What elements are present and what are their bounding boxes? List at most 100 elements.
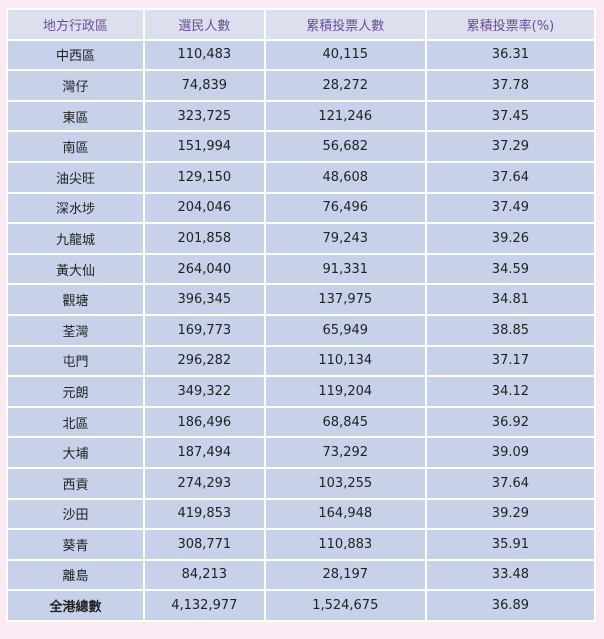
turnout-rate: 34.81 [426, 285, 594, 314]
registered-voters: 129,150 [144, 162, 264, 192]
table-row: 油尖旺 129,150 48,608 37.64 [8, 162, 594, 192]
voter-turnout-table: 地方行政區 選民人數 累積投票人數 累積投票率(%) 中西區 110,483 4… [6, 8, 596, 622]
registered-voters: 151,994 [144, 132, 264, 161]
registered-voters: 264,040 [144, 254, 264, 284]
district-name: 深水埗 [8, 193, 143, 223]
turnout-rate: 37.64 [426, 468, 594, 498]
cumulative-voters: 73,292 [265, 438, 425, 467]
table-header-row: 地方行政區 選民人數 累積投票人數 累積投票率(%) [8, 10, 594, 39]
registered-voters: 323,725 [144, 101, 264, 131]
cumulative-voters: 110,883 [265, 530, 425, 559]
registered-voters: 201,858 [144, 224, 264, 253]
registered-voters: 187,494 [144, 438, 264, 467]
district-name: 油尖旺 [8, 162, 143, 192]
cumulative-voters: 119,204 [265, 377, 425, 406]
table-row: 沙田 419,853 164,948 39.29 [8, 499, 594, 529]
table-row: 元朗 349,322 119,204 34.12 [8, 377, 594, 406]
district-name: 大埔 [8, 438, 143, 467]
turnout-rate: 37.45 [426, 101, 594, 131]
cumulative-voters: 121,246 [265, 101, 425, 131]
cumulative-voters: 164,948 [265, 499, 425, 529]
turnout-rate: 37.49 [426, 193, 594, 223]
district-name: 北區 [8, 407, 143, 437]
total-label: 全港總數 [8, 591, 143, 620]
registered-voters: 110,483 [144, 40, 264, 70]
registered-voters: 308,771 [144, 530, 264, 559]
total-registered-voters: 4,132,977 [144, 591, 264, 620]
turnout-rate: 37.78 [426, 71, 594, 100]
registered-voters: 204,046 [144, 193, 264, 223]
district-name: 南區 [8, 132, 143, 161]
registered-voters: 84,213 [144, 560, 264, 590]
registered-voters: 419,853 [144, 499, 264, 529]
header-turnout-rate: 累積投票率(%) [426, 10, 594, 39]
table-row: 南區 151,994 56,682 37.29 [8, 132, 594, 161]
district-name: 荃灣 [8, 315, 143, 345]
cumulative-voters: 91,331 [265, 254, 425, 284]
cumulative-voters: 110,134 [265, 346, 425, 376]
table-row: 九龍城 201,858 79,243 39.26 [8, 224, 594, 253]
district-name: 觀塘 [8, 285, 143, 314]
table-row: 灣仔 74,839 28,272 37.78 [8, 71, 594, 100]
table-row: 北區 186,496 68,845 36.92 [8, 407, 594, 437]
registered-voters: 296,282 [144, 346, 264, 376]
district-name: 九龍城 [8, 224, 143, 253]
registered-voters: 74,839 [144, 71, 264, 100]
registered-voters: 169,773 [144, 315, 264, 345]
turnout-rate: 35.91 [426, 530, 594, 559]
cumulative-voters: 56,682 [265, 132, 425, 161]
cumulative-voters: 48,608 [265, 162, 425, 192]
cumulative-voters: 28,272 [265, 71, 425, 100]
total-row: 全港總數 4,132,977 1,524,675 36.89 [8, 591, 594, 620]
cumulative-voters: 103,255 [265, 468, 425, 498]
district-name: 沙田 [8, 499, 143, 529]
table-row: 觀塘 396,345 137,975 34.81 [8, 285, 594, 314]
table-row: 東區 323,725 121,246 37.45 [8, 101, 594, 131]
turnout-rate: 37.29 [426, 132, 594, 161]
turnout-rate: 38.85 [426, 315, 594, 345]
turnout-rate: 36.31 [426, 40, 594, 70]
district-name: 灣仔 [8, 71, 143, 100]
cumulative-voters: 68,845 [265, 407, 425, 437]
turnout-rate: 39.09 [426, 438, 594, 467]
table-row: 大埔 187,494 73,292 39.09 [8, 438, 594, 467]
turnout-rate: 37.64 [426, 162, 594, 192]
registered-voters: 349,322 [144, 377, 264, 406]
district-name: 黃大仙 [8, 254, 143, 284]
turnout-rate: 34.59 [426, 254, 594, 284]
table-row: 中西區 110,483 40,115 36.31 [8, 40, 594, 70]
district-name: 離島 [8, 560, 143, 590]
table-row: 西貢 274,293 103,255 37.64 [8, 468, 594, 498]
registered-voters: 396,345 [144, 285, 264, 314]
table-row: 深水埗 204,046 76,496 37.49 [8, 193, 594, 223]
cumulative-voters: 137,975 [265, 285, 425, 314]
turnout-rate: 36.92 [426, 407, 594, 437]
district-name: 中西區 [8, 40, 143, 70]
district-name: 西貢 [8, 468, 143, 498]
total-turnout-rate: 36.89 [426, 591, 594, 620]
cumulative-voters: 76,496 [265, 193, 425, 223]
district-name: 元朗 [8, 377, 143, 406]
table-row: 黃大仙 264,040 91,331 34.59 [8, 254, 594, 284]
table-row: 離島 84,213 28,197 33.48 [8, 560, 594, 590]
registered-voters: 274,293 [144, 468, 264, 498]
registered-voters: 186,496 [144, 407, 264, 437]
header-cumulative-voters: 累積投票人數 [265, 10, 425, 39]
turnout-rate: 37.17 [426, 346, 594, 376]
turnout-rate: 34.12 [426, 377, 594, 406]
header-district: 地方行政區 [8, 10, 143, 39]
district-name: 屯門 [8, 346, 143, 376]
table-row: 葵青 308,771 110,883 35.91 [8, 530, 594, 559]
turnout-rate: 39.26 [426, 224, 594, 253]
cumulative-voters: 79,243 [265, 224, 425, 253]
cumulative-voters: 65,949 [265, 315, 425, 345]
table-row: 屯門 296,282 110,134 37.17 [8, 346, 594, 376]
total-cumulative-voters: 1,524,675 [265, 591, 425, 620]
header-registered-voters: 選民人數 [144, 10, 264, 39]
district-name: 東區 [8, 101, 143, 131]
district-name: 葵青 [8, 530, 143, 559]
turnout-rate: 39.29 [426, 499, 594, 529]
cumulative-voters: 40,115 [265, 40, 425, 70]
turnout-rate: 33.48 [426, 560, 594, 590]
